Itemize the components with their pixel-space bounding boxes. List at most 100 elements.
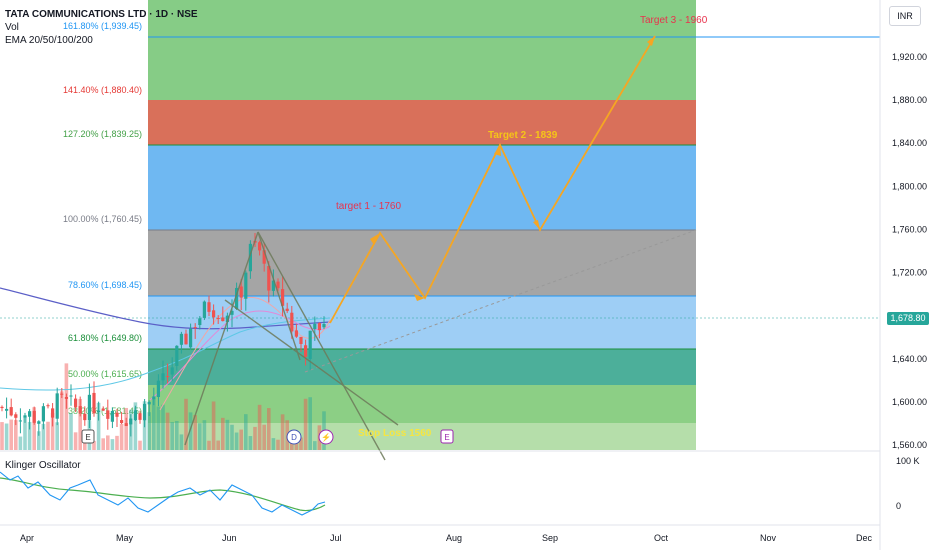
volume-bar — [257, 404, 262, 450]
candle-body — [267, 266, 271, 291]
time-tick: May — [116, 533, 134, 543]
volume-bar — [253, 426, 257, 450]
candle-body — [281, 289, 285, 306]
time-tick: Dec — [856, 533, 873, 543]
pattern-line-c — [224, 299, 399, 426]
volume-bar — [50, 412, 55, 450]
time-tick: Aug — [446, 533, 462, 543]
candle-body — [133, 410, 137, 421]
time-tick: Jun — [222, 533, 237, 543]
price-tick: 1,840.00 — [892, 138, 927, 148]
annotation-stop-loss: Stop Loss 1560 — [358, 428, 432, 439]
fib-label-61: 61.80% (1,649.80) — [68, 333, 142, 343]
fib-zone-green-bottom — [148, 423, 696, 450]
volume-bar — [41, 423, 46, 450]
oscillator-axis: 100 K 0 — [896, 456, 920, 511]
fib-zone-green-lower — [148, 385, 696, 423]
volume-bar — [271, 438, 276, 450]
volume-bar — [165, 412, 170, 450]
volume-bar — [37, 431, 41, 450]
currency-button[interactable]: INR — [889, 6, 921, 26]
candle-body — [152, 396, 156, 400]
candle-body — [83, 413, 87, 421]
projection-arrowhead-2 — [414, 294, 425, 301]
fib-label-50: 50.00% (1,615.65) — [68, 369, 142, 379]
event-markers[interactable]: E D ⚡ E — [81, 429, 454, 445]
candle-body — [216, 317, 220, 319]
volume-bar — [294, 441, 299, 450]
symbol-title[interactable]: TATA COMMUNICATIONS LTD · 1D · NSE — [5, 9, 198, 20]
svg-text:D: D — [291, 433, 297, 442]
candle-body — [189, 328, 193, 348]
candle-body — [193, 327, 197, 329]
candle-body — [37, 421, 41, 424]
candle-body — [110, 410, 114, 422]
candle-body — [92, 392, 96, 414]
candle-body — [138, 413, 142, 420]
candle-body — [69, 395, 73, 397]
price-tick: 1,880.00 — [892, 95, 927, 105]
candle-body — [221, 317, 225, 322]
fib-zone-lightblue — [148, 296, 696, 349]
pattern-line-d — [257, 231, 301, 361]
candle-body — [290, 312, 294, 332]
candle-body — [106, 410, 110, 419]
volume-bar — [239, 429, 243, 450]
volume-bar — [0, 422, 4, 450]
candle-body — [60, 393, 64, 395]
volume-bar — [280, 414, 285, 450]
candlesticks — [0, 232, 326, 437]
fib-label-161: 161.80% (1,939.45) — [63, 21, 142, 31]
volume-bar — [262, 424, 266, 450]
volume-bar — [156, 406, 161, 450]
candle-body — [161, 373, 165, 381]
volume-bar — [133, 402, 138, 450]
volume-bar — [147, 412, 151, 450]
pattern-line-b — [257, 231, 386, 461]
candle-body — [276, 281, 280, 289]
fib-zones — [148, 0, 696, 450]
candle-body — [124, 423, 128, 426]
time-tick: Oct — [654, 533, 669, 543]
volume-bar — [244, 414, 248, 450]
volume-bar — [193, 415, 197, 450]
time-tick: Sep — [542, 533, 558, 543]
svg-text:E: E — [444, 433, 449, 442]
projection-path — [329, 35, 656, 324]
price-tick: 1,720.00 — [892, 268, 927, 278]
candle-body — [147, 401, 151, 405]
volume-bar — [248, 436, 253, 450]
price-axis[interactable]: 1,920.00 1,880.00 1,840.00 1,800.00 1,760.00… — [892, 52, 927, 450]
volume-bar — [303, 398, 308, 450]
candle-body — [207, 302, 211, 312]
candle-body — [51, 408, 55, 418]
split-marker-icon — [318, 429, 334, 445]
candle-body — [179, 333, 183, 345]
volume-bar — [119, 423, 124, 450]
annotation-target-2: Target 2 - 1839 — [488, 130, 558, 141]
osc-tick-100k: 100 K — [896, 456, 920, 466]
candle-body — [244, 272, 248, 299]
candle-body — [294, 330, 298, 337]
chart-legend: TATA COMMUNICATIONS LTD · 1D · NSE Vol E… — [5, 8, 198, 47]
volume-bar — [175, 420, 179, 450]
indicator-vol[interactable]: Vol — [5, 22, 19, 33]
indicator-ema[interactable]: EMA 20/50/100/200 — [5, 35, 93, 46]
candle-body — [55, 393, 59, 419]
candle-body — [14, 414, 18, 418]
candle-body — [5, 408, 9, 411]
price-tick: 1,640.00 — [892, 354, 927, 364]
klinger-line — [0, 471, 326, 516]
earnings-marker-1 — [81, 429, 95, 444]
volume-bar — [138, 440, 142, 450]
fib-label-38: 38.20% (1,581.45) — [68, 406, 142, 416]
fib-zone-top-green — [148, 0, 696, 100]
volume-bar — [27, 421, 32, 450]
oscillator-title[interactable]: Klinger Oscillator — [5, 460, 81, 471]
candle-body — [28, 411, 32, 417]
volume-bar — [276, 439, 280, 450]
time-axis[interactable]: Apr May Jun Jul Aug Sep Oct Nov Dec — [20, 533, 873, 543]
volume-bar — [188, 412, 193, 450]
volume-bar — [225, 419, 230, 450]
